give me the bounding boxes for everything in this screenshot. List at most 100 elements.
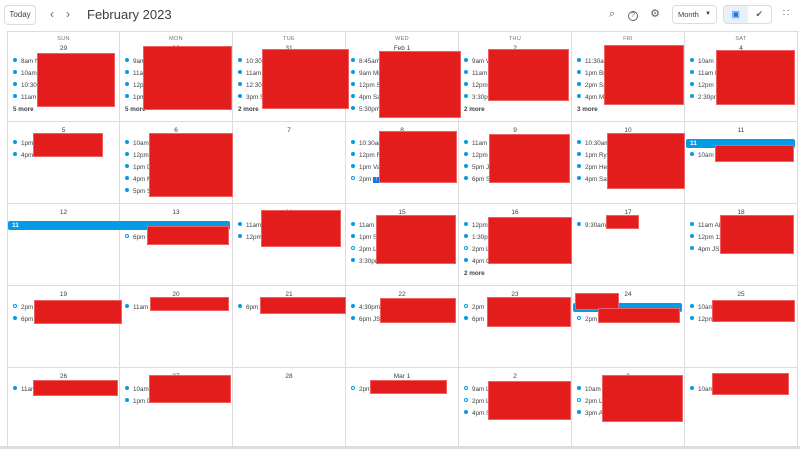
event-item[interactable]: 11am (125, 303, 148, 313)
event-item[interactable]: 5pm J (464, 163, 489, 173)
event-item[interactable]: 11am H (690, 69, 720, 79)
calendar-icon[interactable]: ▣ (724, 6, 748, 23)
day-cell[interactable]: 11 10am J (685, 122, 798, 204)
day-cell[interactable]: SUN 29 8am N 10am 10:30a 11am 5 more (7, 32, 120, 122)
date-number[interactable]: 12 (59, 209, 68, 216)
event-item[interactable]: 4pm (13, 151, 33, 161)
event-item[interactable]: 9:30am (577, 221, 606, 231)
date-number[interactable]: 13 (172, 209, 180, 216)
event-item[interactable]: 12pm S (351, 81, 381, 91)
event-item[interactable]: 8:45am (351, 57, 380, 67)
day-cell[interactable]: 23 2pm 6pm (459, 286, 572, 368)
date-number[interactable]: 24 (624, 291, 632, 298)
event-item[interactable]: 6pm (13, 315, 33, 325)
date-number[interactable]: 15 (398, 209, 406, 216)
more-link[interactable]: 2 more (464, 106, 485, 113)
event-item[interactable]: 11a (125, 69, 143, 79)
day-cell[interactable]: 12 (7, 204, 120, 286)
day-cell[interactable]: SAT 4 10am S 11am H 12pm R 2:30pm (685, 32, 798, 122)
event-item[interactable]: 4pm S (464, 409, 490, 419)
event-item[interactable]: 12pm R (690, 81, 720, 91)
date-number[interactable]: 17 (624, 209, 632, 216)
event-item[interactable]: 6pm S (464, 175, 490, 185)
day-cell[interactable]: 28 (233, 368, 346, 448)
event-item[interactable]: 1pm (125, 93, 145, 103)
bottom-scrollbar[interactable] (0, 446, 800, 449)
date-number[interactable]: 2 (459, 45, 571, 52)
event-item[interactable]: 6pm JS (351, 315, 380, 325)
date-number[interactable]: 28 (285, 373, 293, 380)
event-item[interactable]: 12pm (464, 221, 488, 231)
event-item[interactable]: 12p (125, 81, 144, 91)
event-item[interactable]: 4pm JS (690, 245, 719, 255)
date-number[interactable]: 18 (737, 209, 745, 216)
event-item[interactable]: 10am (125, 385, 149, 395)
event-item[interactable]: 10am (577, 385, 601, 395)
event-item[interactable]: 11am (238, 69, 261, 79)
event-item[interactable]: 11am (13, 93, 36, 103)
view-select[interactable]: Month ▼ (672, 5, 717, 24)
event-item[interactable]: 1pm D (125, 163, 152, 173)
event-item[interactable]: 11:30am (577, 57, 609, 67)
event-item[interactable]: 4:30pm (351, 303, 380, 313)
day-cell[interactable]: 9 11am 12pm J 5pm J 6pm S (459, 122, 572, 204)
day-cell[interactable]: 5 1pm 4pm (7, 122, 120, 204)
event-item[interactable]: 1pm S (351, 233, 377, 243)
event-item[interactable]: 11am (464, 139, 487, 149)
event-item[interactable]: 2pm (351, 385, 371, 395)
chevron-right-icon[interactable]: › (66, 7, 70, 21)
event-item[interactable]: 9am W (464, 57, 492, 67)
all-day-event[interactable]: 11 (8, 221, 230, 230)
more-link[interactable]: 2 more (238, 106, 259, 113)
event-item[interactable]: 10:30 (238, 57, 262, 67)
event-item[interactable]: 4pm M (577, 93, 604, 103)
event-item[interactable]: 10am J (690, 151, 719, 161)
date-number[interactable]: 20 (172, 291, 180, 298)
event-item[interactable]: 5:30pm (351, 105, 380, 115)
date-number[interactable]: 23 (511, 291, 519, 298)
event-item[interactable]: 1pm D (125, 397, 152, 407)
event-item[interactable]: 11am (464, 69, 487, 79)
event-item[interactable]: 10:30a (13, 81, 40, 91)
event-item[interactable]: 10:30am (351, 139, 384, 149)
event-item[interactable]: 2pm Hel (577, 163, 608, 173)
event-item[interactable]: 2:30pm (690, 93, 719, 103)
date-number[interactable]: 22 (398, 291, 406, 298)
event-item[interactable]: 2pm L (351, 245, 377, 255)
event-item[interactable]: 4pm Sa (351, 93, 381, 103)
event-item[interactable]: 12pm (690, 315, 714, 325)
date-number[interactable]: 8 (346, 127, 458, 134)
event-item[interactable]: 1pm (13, 139, 33, 149)
event-item[interactable]: 1pm Br (577, 69, 605, 79)
chevron-left-icon[interactable]: ‹ (50, 7, 54, 21)
event-item[interactable]: 12:30p (238, 81, 265, 91)
day-cell[interactable]: 20 11am (120, 286, 233, 368)
day-cell[interactable]: 19 2pm 6pm (7, 286, 120, 368)
more-link[interactable]: 5 more (13, 106, 34, 113)
day-cell[interactable]: 15 11am 1pm S 2pm L 3:30pm (346, 204, 459, 286)
event-item[interactable]: 6pm (238, 303, 258, 313)
event-item[interactable]: 9am L (464, 385, 490, 395)
event-item[interactable]: 5pm S (125, 187, 151, 197)
event-item[interactable]: 3pm A (577, 409, 603, 419)
gear-icon[interactable]: ⚙ (650, 8, 660, 20)
event-item[interactable]: 10am (125, 139, 149, 149)
event-item[interactable]: 12pm R (351, 151, 381, 161)
event-item[interactable]: 3:30pm (464, 93, 493, 103)
date-number[interactable]: 11 (737, 127, 745, 134)
event-item[interactable]: 3:30pm (351, 257, 380, 267)
event-item[interactable]: 2pm! (351, 175, 380, 185)
day-cell[interactable]: 25 10am 12pm (685, 286, 798, 368)
date-number[interactable]: 5 (61, 127, 66, 134)
event-item[interactable]: 2pm L (464, 245, 490, 255)
date-number[interactable]: 2 (513, 373, 517, 380)
event-item[interactable]: 3pm S (238, 93, 264, 103)
event-item[interactable]: 2pm L (464, 397, 490, 407)
day-cell[interactable]: 17 9:30am (572, 204, 685, 286)
all-day-event[interactable]: 11 (686, 139, 795, 148)
event-item[interactable]: 11am (13, 385, 36, 395)
day-cell[interactable]: THU 2 9am W 11am 12pm 3:30pm 2 more (459, 32, 572, 122)
event-item[interactable]: 12pm (238, 233, 262, 243)
date-number[interactable]: 29 (59, 45, 68, 52)
